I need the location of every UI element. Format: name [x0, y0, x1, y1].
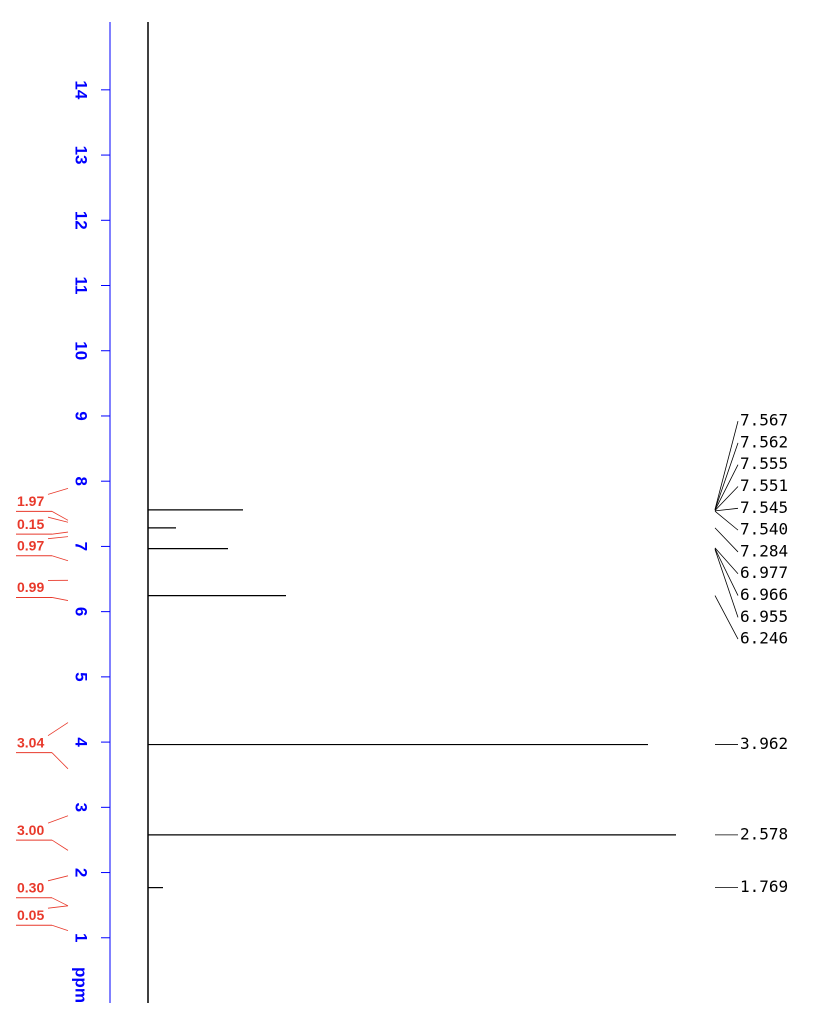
tick-label: 7 [72, 542, 91, 551]
integral-label: 0.97 [17, 537, 44, 553]
peak-label: 7.540 [740, 520, 788, 539]
tick-label: 6 [72, 607, 91, 616]
peak-label: 6.246 [740, 629, 788, 648]
peak-leader [714, 548, 739, 596]
integral-bracket [51, 924, 69, 931]
tick-label: 8 [72, 476, 91, 485]
peak-leader [714, 486, 739, 511]
integral-label: 3.04 [17, 734, 44, 750]
tick-label: 10 [72, 341, 91, 360]
peak-label: 7.284 [740, 541, 788, 560]
integral-bracket [51, 839, 69, 851]
integral-bracket [47, 905, 69, 909]
peak-leader [714, 464, 739, 511]
integral-label: 0.99 [17, 579, 44, 595]
integral-bracket [47, 722, 69, 737]
tick-label: 1 [72, 933, 91, 942]
tick-label: 9 [72, 411, 91, 420]
peak-label: 7.562 [740, 432, 788, 451]
integral-label: 0.15 [17, 516, 44, 532]
tick-label: 12 [72, 211, 91, 230]
integral-bracket [47, 875, 69, 882]
tick-label: 11 [72, 277, 91, 295]
peak-label: 7.567 [740, 411, 788, 430]
integral-label: 0.05 [17, 907, 44, 923]
integral-bracket [47, 516, 69, 523]
peak-label: 6.966 [740, 585, 788, 604]
integral-bracket [47, 536, 69, 540]
integral-label: 0.30 [17, 880, 44, 896]
peak-leader [714, 442, 739, 510]
peak-label: 6.955 [740, 607, 788, 626]
peak-leader [714, 547, 739, 574]
integral-bracket [51, 555, 69, 562]
peak-leader [714, 421, 739, 510]
tick-label: 4 [72, 737, 91, 747]
integral-label: 1.97 [17, 493, 44, 509]
peak-label: 3.962 [740, 734, 788, 753]
tick-label: 2 [72, 868, 91, 877]
peak-label: 2.578 [740, 824, 788, 843]
integral-bracket [51, 531, 69, 535]
tick-label: 14 [72, 80, 91, 99]
integral-bracket [47, 487, 69, 495]
peak-label: 7.545 [740, 498, 788, 517]
integral-bracket [51, 510, 69, 521]
peak-label: 7.555 [740, 454, 788, 473]
peak-label: 1.769 [740, 877, 788, 896]
peak-label: 7.551 [740, 476, 788, 495]
integral-bracket [51, 752, 69, 770]
peak-leader [714, 527, 739, 553]
axis-label: ppm [72, 967, 91, 1003]
peak-leader [714, 595, 739, 640]
integral-bracket [47, 815, 69, 824]
peak-leader [714, 549, 739, 618]
integral-bracket [51, 597, 69, 601]
tick-label: 13 [72, 146, 91, 165]
tick-label: 5 [72, 672, 91, 681]
peak-label: 6.977 [740, 563, 788, 582]
integral-bracket [51, 897, 69, 907]
tick-label: 3 [72, 803, 91, 812]
integral-label: 3.00 [17, 822, 44, 838]
peak-leader [714, 510, 739, 531]
peak-leader [714, 507, 739, 512]
